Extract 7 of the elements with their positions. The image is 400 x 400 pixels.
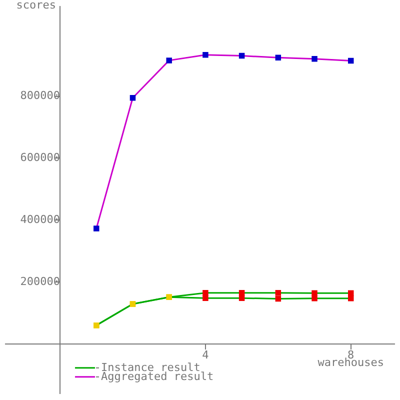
x-tick-label: 4 <box>202 348 210 362</box>
y-tick-label: 800000 <box>20 89 60 102</box>
y-tick-label: 400000 <box>20 212 60 226</box>
y-tick-label: 200000 <box>20 274 60 288</box>
y-axis-title: scores <box>16 0 56 12</box>
legend-label: Aggregated result <box>101 370 214 384</box>
y-tick-label: 600000 <box>20 151 60 164</box>
